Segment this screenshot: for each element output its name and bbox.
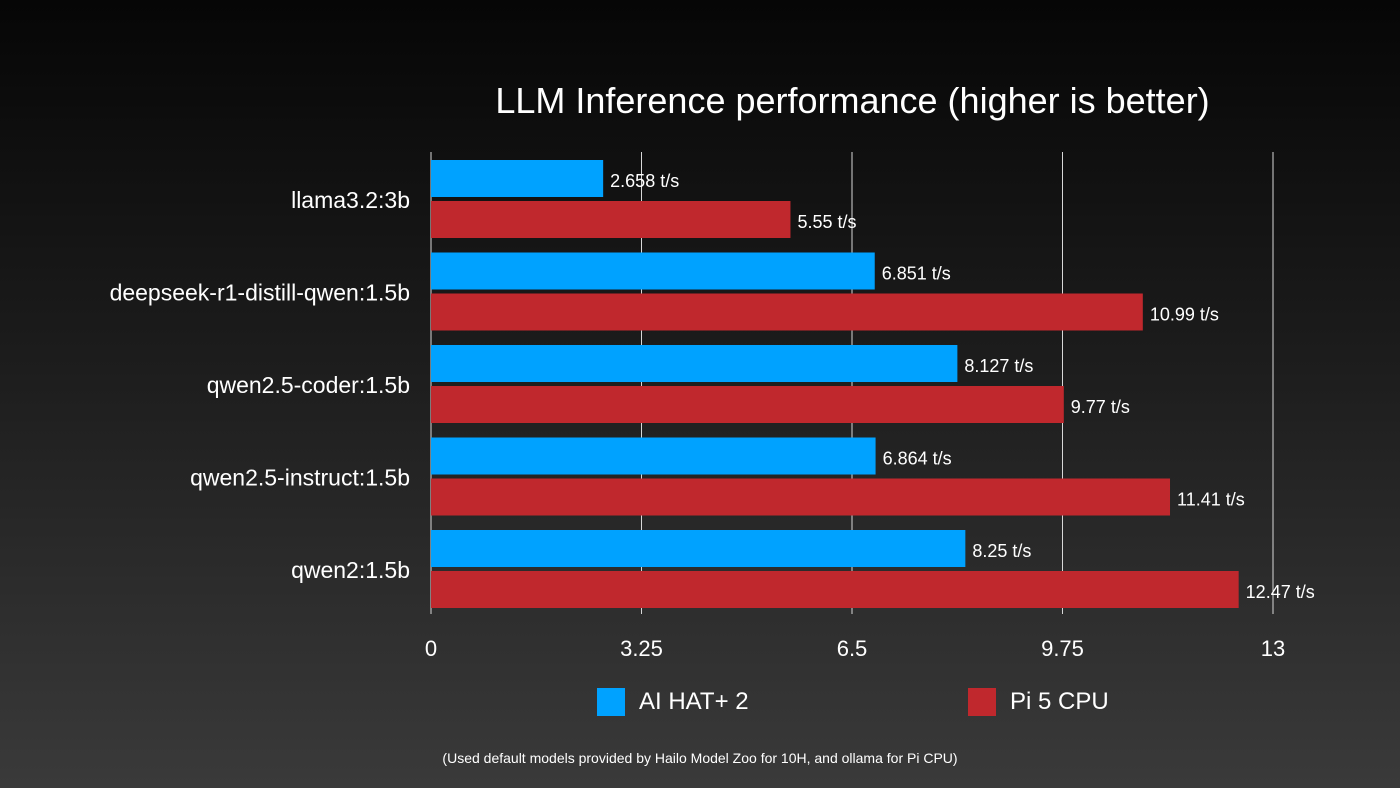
x-tick-label: 3.25 [620,636,663,661]
data-label: 12.47 t/s [1246,582,1315,602]
category-label: qwen2.5-instruct:1.5b [190,465,410,491]
data-label: 8.127 t/s [964,356,1033,376]
category-label: deepseek-r1-distill-qwen:1.5b [110,280,410,306]
data-label: 9.77 t/s [1071,397,1130,417]
bar [431,160,604,197]
chart-title: LLM Inference performance (higher is bet… [495,80,1210,121]
x-tick-label: 9.75 [1041,636,1084,661]
x-tick-label: 6.5 [837,636,868,661]
legend-label: AI HAT+ 2 [639,688,749,715]
bar [431,478,1171,516]
x-tick-label: 13 [1261,636,1285,661]
data-label: 5.55 t/s [797,212,856,232]
legend-swatch [597,688,625,716]
bar [431,345,958,382]
category-label: qwen2.5-coder:1.5b [207,372,410,398]
data-label: 2.658 t/s [610,171,679,191]
bar [431,571,1239,608]
x-tick-label: 0 [425,636,437,661]
category-label: llama3.2:3b [291,187,410,213]
category-label: qwen2:1.5b [291,557,410,583]
footnote: (Used default models provided by Hailo M… [442,750,958,766]
legend-label: Pi 5 CPU [1010,688,1109,715]
data-label: 8.25 t/s [972,541,1031,561]
data-label: 11.41 t/s [1177,490,1245,510]
legend-item-pi5-cpu: Pi 5 CPU [968,688,1109,716]
bar [431,386,1064,423]
legend-swatch [968,688,996,716]
bar [431,530,966,567]
bar [431,437,876,475]
data-label: 6.851 t/s [882,264,951,284]
bar [431,252,875,290]
bar [431,293,1143,331]
data-label: 6.864 t/s [883,449,952,469]
bar [431,201,791,238]
legend-item-ai-hat: AI HAT+ 2 [597,688,749,716]
data-label: 10.99 t/s [1150,305,1219,325]
